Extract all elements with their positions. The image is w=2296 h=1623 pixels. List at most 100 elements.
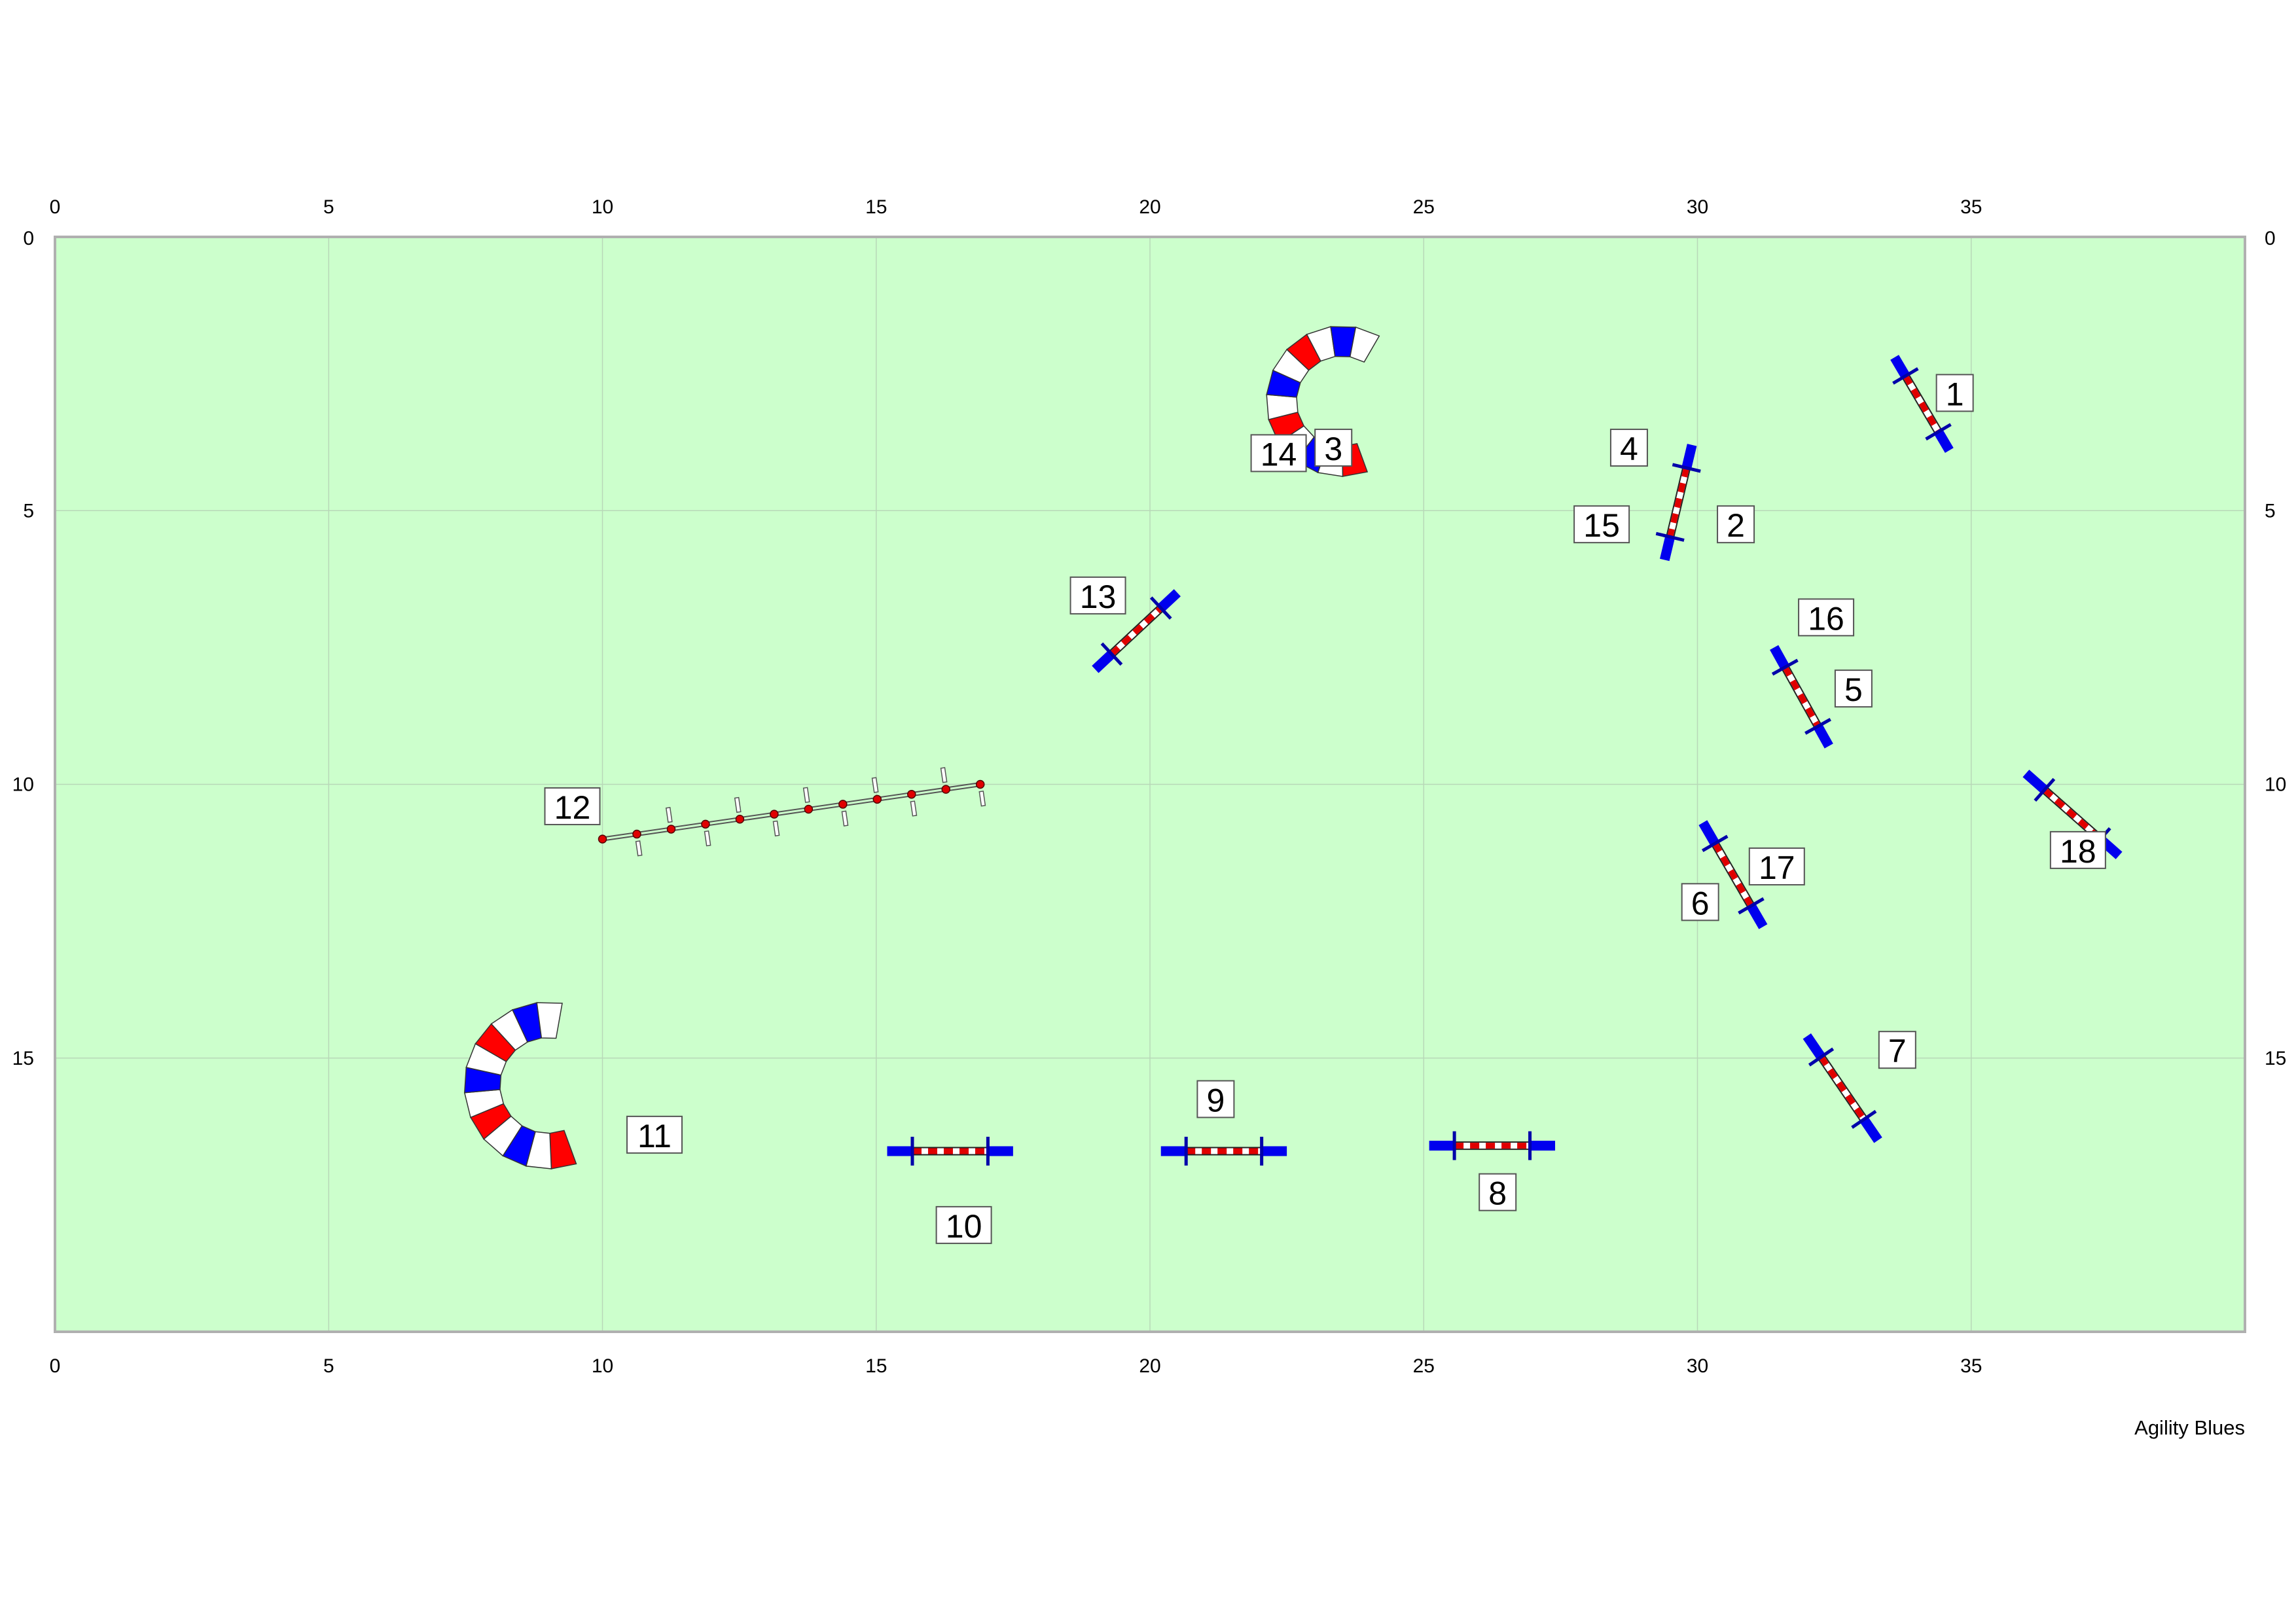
jump-wing [1746,903,1768,929]
y-tick-left: 10 [12,774,34,796]
number-text: 4 [1620,431,1638,467]
jump-bar-stripes [2042,787,2103,842]
x-tick-bottom: 30 [1687,1355,1708,1377]
number-text: 11 [637,1118,672,1154]
jump-bar-stripes [1109,605,1163,656]
weave-poles[interactable] [598,767,986,857]
x-tick-top: 0 [50,196,61,218]
x-tick-top: 20 [1139,196,1160,218]
y-tick-left: 15 [12,1048,34,1069]
obstacle-number-4: 4 [1609,429,1648,467]
x-tick-bottom: 5 [323,1355,334,1377]
jump-bar-stripes [1712,842,1754,908]
designer-credit: Agility Blues [2134,1416,2245,1439]
jump-upright [1771,658,1799,676]
number-box [1748,847,1805,885]
weave-pole [632,829,641,839]
jump-wing [1934,429,1954,454]
jump-6[interactable] [1698,820,1768,929]
number-text: 16 [1808,600,1844,637]
jump-upright [1701,834,1729,853]
weave-pole-foot [978,791,986,807]
obstacle-number-8: 8 [1479,1173,1517,1212]
number-box [1834,669,1873,708]
weave-pole [701,819,710,829]
number-text: 7 [1888,1033,1907,1069]
x-tick-top: 5 [323,196,334,218]
obstacle-number-9: 9 [1196,1080,1235,1118]
jump-1[interactable] [1890,355,1954,454]
y-tick-right: 10 [2265,774,2286,796]
jump-upright [1851,1109,1877,1129]
obstacle-number-12: 12 [544,787,601,826]
weave-pole [735,814,745,824]
number-box [2049,830,2106,869]
weave-pole-foot [910,800,918,817]
jump-7[interactable] [1803,1033,1882,1143]
number-text: 18 [2060,833,2096,870]
number-text: 9 [1206,1082,1225,1118]
number-box [1573,505,1630,544]
jump-wing [1813,724,1833,749]
number-box [1196,1080,1235,1118]
jump-upright [1804,717,1831,735]
number-text: 5 [1844,671,1863,708]
number-text: 8 [1488,1175,1507,1212]
number-text: 12 [554,789,591,826]
x-tick-bottom: 10 [592,1355,613,1377]
number-text: 17 [1759,849,1795,886]
jump-upright [1892,367,1919,385]
number-box [1798,598,1855,637]
weave-pole-foot [734,796,742,813]
jump-wing [1770,645,1789,670]
x-tick-bottom: 20 [1139,1355,1160,1377]
jump-wing [1092,650,1115,673]
y-tick-left: 0 [23,228,34,249]
weave-pole-foot [802,787,810,803]
obstacle-number-14: 14 [1250,434,1307,473]
number-box [1717,505,1755,544]
x-tick-bottom: 0 [50,1355,61,1377]
y-tick-right: 0 [2265,228,2276,249]
weave-pole [804,804,814,814]
number-box [1069,576,1126,615]
number-box [935,1205,992,1244]
jump-bar-stripes [1903,374,1941,434]
weave-pole-foot [665,807,673,823]
x-tick-top: 30 [1687,196,1708,218]
obstacle-number-2: 2 [1717,505,1755,544]
weave-base-line [601,782,980,838]
weave-pole-foot [704,830,711,847]
weave-pole [598,834,607,844]
jump-upright [1100,642,1123,666]
jump-upright [1925,423,1952,441]
obstacle-number-11: 11 [626,1115,683,1154]
number-box [1681,883,1719,921]
y-tick-right: 5 [2265,500,2276,522]
weave-pole [666,825,676,834]
number-text: 2 [1727,507,1745,544]
tunnel-segment [1349,326,1380,363]
number-text: 13 [1080,579,1117,615]
obstacle-number-10: 10 [935,1205,992,1245]
jump-2[interactable] [1655,444,1701,562]
jump-wing [1157,589,1181,612]
jump-10[interactable] [887,1136,1013,1166]
x-tick-bottom: 25 [1413,1355,1435,1377]
jump-wing [1660,535,1675,562]
jump-8[interactable] [1429,1131,1556,1160]
x-tick-top: 10 [592,196,613,218]
jump-upright [1738,897,1765,915]
tunnel-11[interactable] [463,1002,577,1169]
jump-13[interactable] [1092,589,1181,673]
jump-18[interactable] [2022,770,2123,859]
y-tick-right: 15 [2265,1048,2286,1069]
x-tick-bottom: 15 [865,1355,887,1377]
number-box [1250,434,1307,473]
obstacle-number-7: 7 [1878,1031,1916,1069]
tunnel-segment [536,1002,563,1039]
jump-5[interactable] [1770,645,1833,749]
jump-9[interactable] [1160,1136,1287,1166]
